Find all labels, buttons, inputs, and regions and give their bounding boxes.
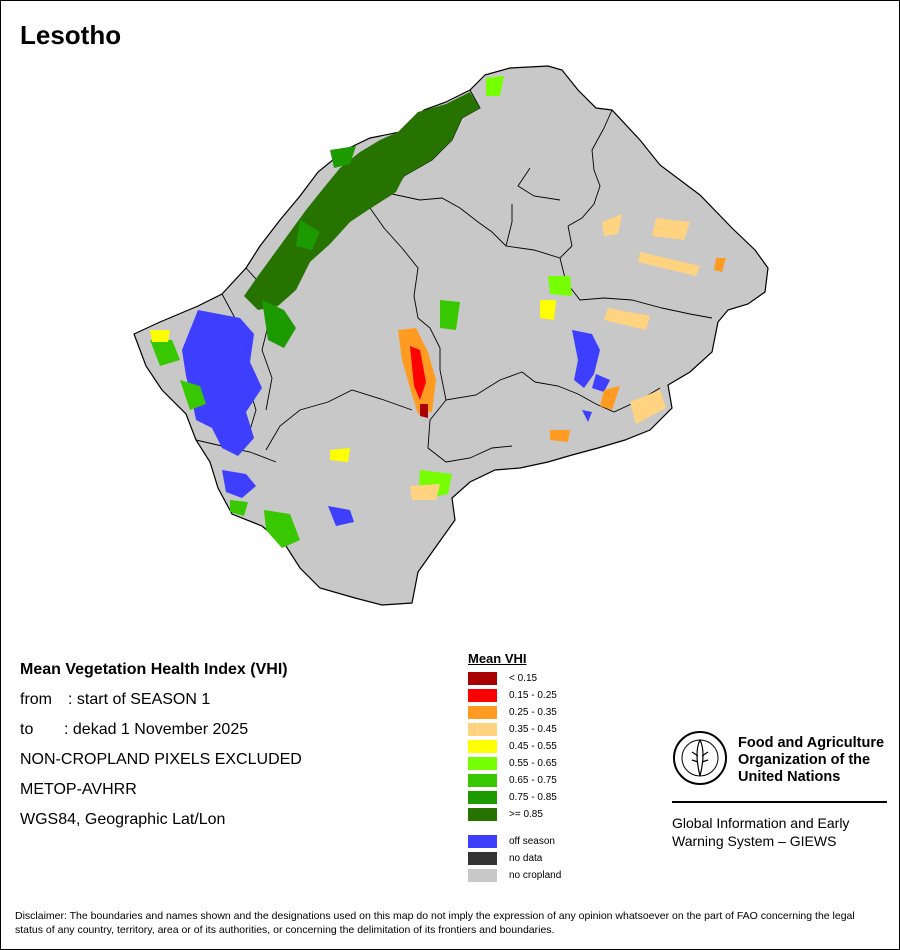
fao-logo-icon: [673, 731, 727, 785]
country-title: Lesotho: [20, 20, 122, 50]
legend-label: no cropland: [509, 870, 562, 881]
sensor-note: METOP-AVHRR: [20, 781, 137, 798]
projection-note: WGS84, Geographic Lat/Lon: [20, 811, 226, 828]
legend-item: < 0.15: [468, 670, 561, 687]
map-info: Mean Vegetation Health Index (VHI) from:…: [20, 655, 302, 835]
legend-item-no-cropland: no cropland: [468, 867, 561, 884]
from-label: from: [20, 691, 52, 708]
legend-item: 0.75 - 0.85: [468, 789, 561, 806]
low-vhi-areas: [150, 214, 726, 500]
disclaimer: Disclaimer: The boundaries and names sho…: [15, 910, 855, 936]
legend-item: >= 0.85: [468, 806, 561, 823]
legend-label: 0.55 - 0.65: [509, 758, 557, 769]
to-label: to: [20, 721, 34, 738]
legend-item-off-season: off season: [468, 833, 561, 850]
legend-label: 0.45 - 0.55: [509, 741, 557, 752]
legend-swatch: [468, 869, 497, 882]
legend-swatch: [468, 791, 497, 804]
legend-swatch: [468, 835, 497, 848]
legend-item: 0.25 - 0.35: [468, 704, 561, 721]
divider: [672, 801, 887, 803]
legend-swatch: [468, 808, 497, 821]
legend-label: >= 0.85: [509, 809, 543, 820]
to-value: : dekad 1 November 2025: [64, 721, 249, 738]
system-name: Global Information and Early Warning Sys…: [672, 815, 850, 849]
legend-label: < 0.15: [509, 673, 538, 684]
legend-label: off season: [509, 836, 555, 847]
legend-title: Mean VHI: [468, 651, 527, 666]
country-map: [133, 65, 769, 606]
legend-swatch: [468, 852, 497, 865]
index-heading: Mean Vegetation Health Index (VHI): [20, 661, 288, 678]
legend: Mean VHI < 0.15 0.15 - 0.25 0.25 - 0.35 …: [468, 651, 561, 884]
from-value: : start of SEASON 1: [68, 691, 211, 708]
legend-swatch: [468, 774, 497, 787]
legend-label: 0.35 - 0.45: [509, 724, 557, 735]
legend-item: 0.15 - 0.25: [468, 687, 561, 704]
legend-swatch: [468, 706, 497, 719]
legend-label: 0.65 - 0.75: [509, 775, 557, 786]
legend-item: 0.45 - 0.55: [468, 738, 561, 755]
legend-swatch: [468, 689, 497, 702]
legend-label: 0.75 - 0.85: [509, 792, 557, 803]
high-vhi-areas: [150, 76, 572, 548]
legend-label: no data: [509, 853, 543, 864]
period-to: to : dekad 1 November 2025: [20, 715, 302, 745]
cropland-note: NON-CROPLAND PIXELS EXCLUDED: [20, 751, 302, 768]
legend-item: 0.35 - 0.45: [468, 721, 561, 738]
organization-name: Food and Agriculture Organization of the…: [738, 735, 885, 785]
legend-swatch: [468, 740, 497, 753]
legend-item-no-data: no data: [468, 850, 561, 867]
period-from: from : start of SEASON 1: [20, 685, 302, 715]
legend-label: 0.25 - 0.35: [509, 707, 557, 718]
legend-swatch: [468, 672, 497, 685]
legend-swatch: [468, 723, 497, 736]
legend-item: 0.65 - 0.75: [468, 772, 561, 789]
legend-swatch: [468, 757, 497, 770]
legend-item: 0.55 - 0.65: [468, 755, 561, 772]
country-outline: [133, 65, 769, 606]
legend-label: 0.15 - 0.25: [509, 690, 557, 701]
